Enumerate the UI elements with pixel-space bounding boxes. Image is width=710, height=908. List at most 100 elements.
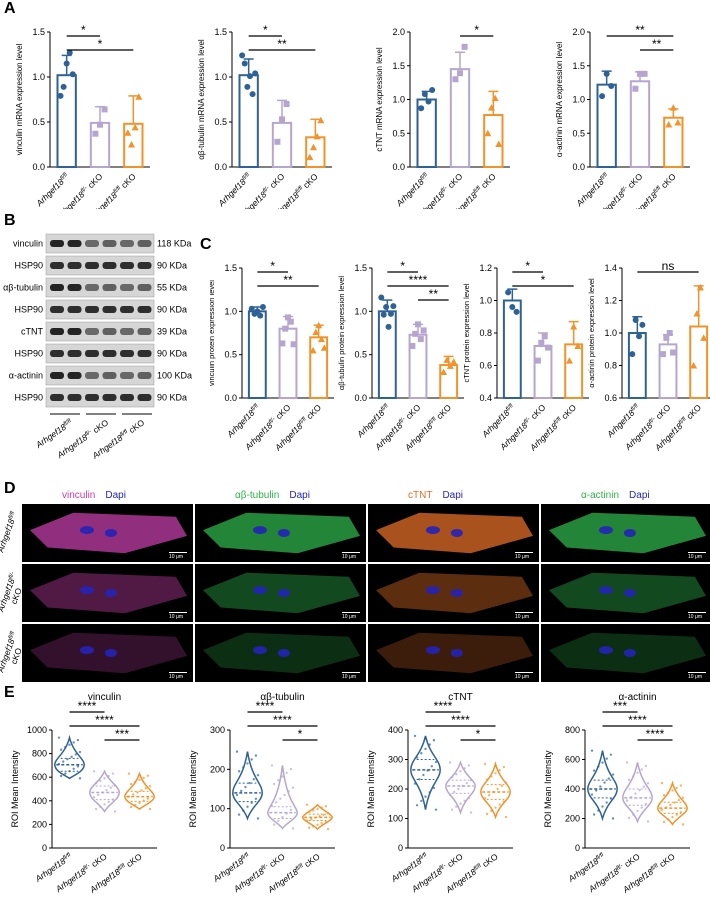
nucleus xyxy=(598,646,613,655)
violin-dot xyxy=(448,793,452,797)
data-point xyxy=(538,339,545,346)
violin-dot xyxy=(129,782,133,786)
scale-bar xyxy=(342,672,360,673)
violin-dot xyxy=(324,804,328,808)
panel-letter-a: A xyxy=(4,0,16,17)
geno-base: Arhgef18 xyxy=(90,432,125,461)
violin-dot xyxy=(611,817,615,820)
y-tick-label: 0.4 xyxy=(479,393,492,403)
blot-band xyxy=(120,372,134,379)
violin-dot xyxy=(134,803,137,807)
scale-bar-label: 10 μm xyxy=(342,554,356,560)
geno-base: Arhgef18 xyxy=(242,420,274,452)
geno-sup: fl/fl xyxy=(473,863,483,873)
bar xyxy=(278,327,298,399)
significance-label: ** xyxy=(277,37,287,51)
violin-dot xyxy=(646,782,650,785)
geno-suffix: cKO xyxy=(433,402,454,423)
violin-dot xyxy=(270,764,274,767)
microscopy-column-header: cTNT Dapi xyxy=(408,490,463,501)
violin-dot xyxy=(459,802,462,805)
geno-suffix: cKO xyxy=(478,851,500,870)
violin-dot xyxy=(283,793,286,797)
data-point xyxy=(241,60,248,67)
y-tick-label: 0.5 xyxy=(32,117,45,127)
geno-sup: fl/fl xyxy=(428,416,438,426)
data-point xyxy=(259,304,266,310)
nucleus xyxy=(252,526,267,535)
violin-dot xyxy=(277,779,280,782)
data-point xyxy=(669,104,677,111)
significance-label: **** xyxy=(409,273,428,287)
y-tick-label: 800 xyxy=(565,725,580,735)
y-tick-label: 600 xyxy=(32,772,47,782)
violin-dot xyxy=(134,780,137,784)
significance-label: **** xyxy=(434,699,453,713)
data-point xyxy=(383,304,390,310)
data-point xyxy=(420,327,427,334)
violin-dot xyxy=(601,761,604,764)
blot-band xyxy=(67,284,82,291)
blot-band xyxy=(85,350,99,357)
panel-letter-b: B xyxy=(4,212,16,229)
violin-dot xyxy=(632,775,635,778)
blot-band xyxy=(137,240,152,247)
bar xyxy=(629,80,651,168)
significance-label: * xyxy=(525,259,530,273)
blot-protein-label: cTNT xyxy=(21,327,43,337)
scale-bar-label: 10 μm xyxy=(342,614,356,620)
data-point xyxy=(246,73,253,80)
data-point xyxy=(248,305,255,312)
violin-dot xyxy=(237,813,241,816)
y-tick-label: 0.5 xyxy=(214,117,227,127)
scale-bar xyxy=(515,552,533,553)
data-point xyxy=(131,123,139,131)
violin-dot xyxy=(453,790,456,794)
scale-bar-label: 10 μm xyxy=(688,554,702,560)
violin-dot xyxy=(103,777,106,780)
blot-band xyxy=(50,262,64,269)
scale-bar-label: 10 μm xyxy=(515,554,529,560)
violin-dot xyxy=(275,801,278,804)
geno-suffix: cKO xyxy=(272,402,293,423)
data-point xyxy=(418,105,425,112)
microscopy-image xyxy=(22,504,193,562)
bar xyxy=(564,343,584,399)
scale-bar xyxy=(342,612,360,613)
violin-dot xyxy=(113,784,117,787)
data-point xyxy=(696,284,704,291)
cell-drawing xyxy=(30,632,187,674)
y-axis-label: α-actinin protein expression level xyxy=(587,278,596,388)
geno-suffix: cKO xyxy=(620,851,642,870)
violin-dot xyxy=(681,823,685,826)
violin-dot xyxy=(272,782,276,786)
y-tick-label: 0.0 xyxy=(214,162,227,172)
data-point xyxy=(313,132,321,140)
geno-sup: fl/- xyxy=(398,416,407,425)
blot-band xyxy=(85,328,99,335)
geno-sup: fl/fl xyxy=(380,403,390,413)
blot-band xyxy=(50,306,64,313)
blot-band xyxy=(137,350,152,357)
significance-label: * xyxy=(400,259,405,273)
y-tick-label: 300 xyxy=(388,755,403,765)
y-tick-label: 1.0 xyxy=(32,72,45,82)
C-chart-0: 0.0 0.5 1.0 1.5 vinculin protein expression … xyxy=(210,259,334,453)
data-point xyxy=(641,70,648,77)
violin-dot xyxy=(644,802,648,806)
violin-dot xyxy=(76,738,80,742)
significance-label: **** xyxy=(646,727,665,741)
data-point xyxy=(637,70,643,77)
bar xyxy=(439,364,459,399)
y-tick-label: 400 xyxy=(565,784,580,794)
data-point xyxy=(440,368,448,375)
scale-bar xyxy=(169,672,187,673)
geno-sup: fl/fl xyxy=(8,630,16,640)
y-tick-label: 1.0 xyxy=(214,72,227,82)
microscopy-image xyxy=(22,624,193,682)
geno-base: Arhgef18 xyxy=(402,421,434,453)
geno-base: Arhgef18 xyxy=(497,420,529,452)
geno-suffix: cKO xyxy=(300,851,322,870)
blot-band xyxy=(120,328,134,335)
